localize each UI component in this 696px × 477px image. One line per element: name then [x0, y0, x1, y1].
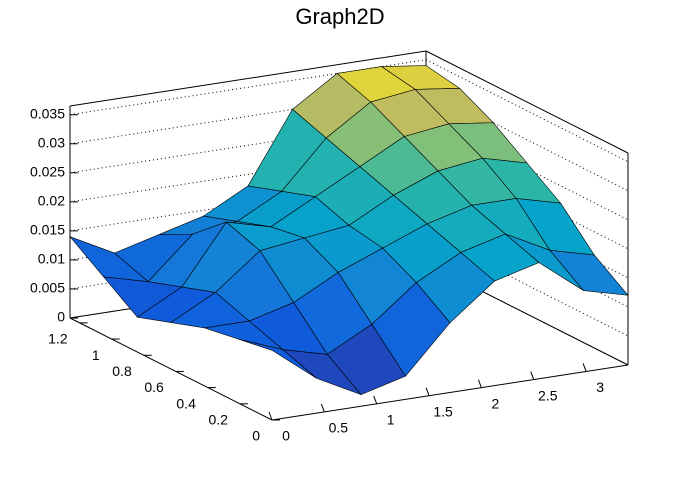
x-tick — [425, 387, 430, 396]
x-tick-label: 0.5 — [329, 420, 349, 436]
grid-line — [425, 262, 629, 366]
z-tick-label: 0.005 — [30, 280, 65, 296]
y-tick-label: 0.6 — [144, 379, 164, 395]
surface-cell — [238, 338, 317, 379]
x-tick — [582, 363, 587, 372]
y-axis — [69, 317, 273, 421]
z-tick-label: 0 — [57, 309, 65, 325]
grid-line — [425, 117, 629, 221]
chart-title: Graph2D — [295, 4, 384, 29]
grid-line — [425, 146, 629, 250]
grid-line — [425, 233, 629, 337]
x-tick — [373, 395, 378, 404]
y-tick-label: 1.2 — [48, 331, 68, 347]
y-tick-label: 0.4 — [176, 395, 196, 411]
x-tick-label: 3 — [596, 379, 604, 395]
z-tick-label: 0.02 — [38, 193, 65, 209]
z-tick-label: 0.03 — [38, 134, 65, 150]
x-tick — [530, 371, 535, 380]
box-edge — [69, 50, 427, 107]
y-tick-label: 0 — [252, 428, 260, 444]
x-tick-label: 1 — [387, 412, 395, 428]
x-axis — [271, 364, 629, 421]
grid-line — [425, 88, 629, 192]
y-tick-label: 0.8 — [112, 363, 132, 379]
z-tick-label: 0.015 — [30, 222, 65, 238]
grid-line — [425, 59, 629, 163]
x-tick — [477, 379, 482, 388]
z-tick-label: 0.01 — [38, 251, 65, 267]
box-edge — [425, 50, 629, 154]
x-tick-label: 2 — [492, 395, 500, 411]
x-tick-label: 1.5 — [433, 403, 453, 419]
z-tick-label: 0.025 — [30, 163, 65, 179]
x-tick — [268, 411, 273, 421]
y-tick-label: 1 — [92, 347, 100, 363]
x-tick-label: 2.5 — [538, 387, 558, 403]
x-tick-label: 0 — [282, 428, 290, 444]
z-tick-label: 0.035 — [30, 105, 65, 121]
x-tick — [320, 403, 325, 413]
y-tick-label: 0.2 — [208, 412, 228, 428]
